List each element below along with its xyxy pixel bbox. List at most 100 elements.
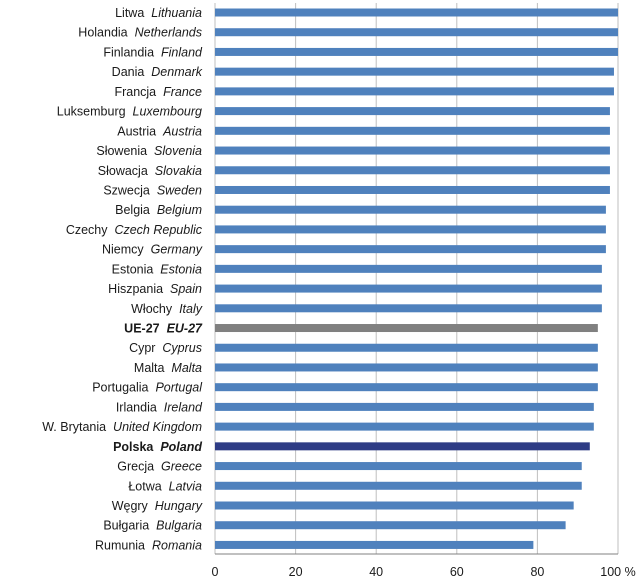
bar <box>215 264 602 273</box>
bar <box>215 304 602 313</box>
category-label-pl: Austria <box>117 124 163 138</box>
category-label-pl: Holandia <box>78 26 134 40</box>
bar <box>215 166 610 175</box>
category-label-en: Luxembourg <box>133 105 203 119</box>
bar <box>215 245 606 254</box>
x-tick-label: 0 <box>212 565 219 579</box>
category-label-en: Slovakia <box>155 164 202 178</box>
category-label-en: Spain <box>170 282 202 296</box>
category-label: UE-27 EU-27 <box>124 322 203 336</box>
x-axis: 0 20 40 60 80 100 % <box>212 553 636 579</box>
category-label: Estonia Estonia <box>112 262 202 276</box>
category-label-pl: Słowacja <box>98 164 155 178</box>
category-label-en: Romania <box>152 538 202 552</box>
category-label-pl: Węgry <box>112 499 155 513</box>
category-label-en: Sweden <box>157 183 202 197</box>
x-tick-label: 60 <box>450 565 464 579</box>
bar <box>215 383 598 392</box>
category-label-en: Poland <box>160 440 202 454</box>
bar <box>215 107 610 116</box>
category-label-en: Slovenia <box>154 144 202 158</box>
category-label-pl: Włochy <box>131 302 179 316</box>
bar <box>215 185 610 194</box>
bar <box>215 225 606 234</box>
category-label: Włochy Italy <box>131 302 203 316</box>
x-tick-label: 20 <box>289 565 303 579</box>
category-label-pl: Litwa <box>115 6 151 20</box>
category-label-en: France <box>163 85 202 99</box>
category-label-pl: Dania <box>112 65 152 79</box>
category-label-en: United Kingdom <box>113 420 202 434</box>
bar <box>215 363 598 372</box>
category-label-pl: Łotwa <box>128 479 168 493</box>
category-label-pl: Grecja <box>117 460 161 474</box>
category-label: Niemcy Germany <box>102 243 203 257</box>
category-label-en: Lithuania <box>151 6 202 20</box>
category-label-pl: Rumunia <box>95 538 152 552</box>
bar <box>215 146 610 155</box>
category-label-en: Finland <box>161 45 203 59</box>
category-label-pl: Luksemburg <box>57 105 133 119</box>
category-label-pl: Słowenia <box>96 144 154 158</box>
category-label-pl: Hiszpania <box>108 282 170 296</box>
category-label: Szwecja Sweden <box>103 183 202 197</box>
category-label-en: Greece <box>161 460 202 474</box>
bar <box>215 205 606 214</box>
category-label: Grecja Greece <box>117 460 202 474</box>
category-label-en: Czech Republic <box>114 223 202 237</box>
category-label: Węgry Hungary <box>112 499 203 513</box>
category-label-pl: UE-27 <box>124 322 166 336</box>
bar <box>215 343 598 352</box>
bar <box>215 481 582 490</box>
category-label: Litwa Lithuania <box>115 6 202 20</box>
bar <box>215 87 614 96</box>
bars <box>215 8 618 549</box>
category-label-pl: Malta <box>134 361 172 375</box>
category-label-en: Belgium <box>157 203 202 217</box>
category-label-en: Malta <box>171 361 202 375</box>
bar <box>215 47 618 56</box>
category-label: Słowacja Slovakia <box>98 164 202 178</box>
category-label-pl: Cypr <box>129 341 162 355</box>
category-label-en: Cyprus <box>162 341 202 355</box>
category-label: Finlandia Finland <box>103 45 203 59</box>
bar <box>215 540 534 549</box>
category-label-en: Ireland <box>164 400 203 414</box>
category-label-en: Italy <box>179 302 203 316</box>
bar <box>215 28 618 37</box>
category-label: Hiszpania Spain <box>108 282 202 296</box>
bar <box>215 284 602 293</box>
category-label: Łotwa Latvia <box>128 479 202 493</box>
category-label-pl: Estonia <box>112 262 161 276</box>
x-tick-label: 100 % <box>600 565 635 579</box>
category-label: Luksemburg Luxembourg <box>57 105 202 119</box>
category-label: Dania Denmark <box>112 65 203 79</box>
bar <box>215 462 582 471</box>
bar <box>215 8 618 17</box>
category-label: Belgia Belgium <box>115 203 202 217</box>
category-label-pl: Czechy <box>66 223 115 237</box>
bar <box>215 521 566 530</box>
bar <box>215 402 594 411</box>
category-label: Francja France <box>114 85 202 99</box>
x-tick-label: 80 <box>530 565 544 579</box>
category-label: Słowenia Slovenia <box>96 144 202 158</box>
category-label: Austria Austria <box>117 124 202 138</box>
category-label: Malta Malta <box>134 361 202 375</box>
category-label-pl: Belgia <box>115 203 157 217</box>
category-label-en: Hungary <box>155 499 203 513</box>
x-tick-label: 40 <box>369 565 383 579</box>
category-label: Polska Poland <box>113 440 202 454</box>
category-label: Cypr Cyprus <box>129 341 202 355</box>
category-label-pl: Polska <box>113 440 160 454</box>
bar <box>215 324 598 333</box>
category-label: Holandia Netherlands <box>78 26 202 40</box>
bar <box>215 442 590 451</box>
category-label-en: Bulgaria <box>156 519 202 533</box>
category-labels: Litwa Lithuania Holandia Netherlands Finla… <box>42 6 203 552</box>
category-label-pl: W. Brytania <box>42 420 113 434</box>
category-label-en: Portugal <box>155 381 203 395</box>
category-label-en: EU-27 <box>167 322 203 336</box>
category-label: Rumunia Romania <box>95 538 202 552</box>
